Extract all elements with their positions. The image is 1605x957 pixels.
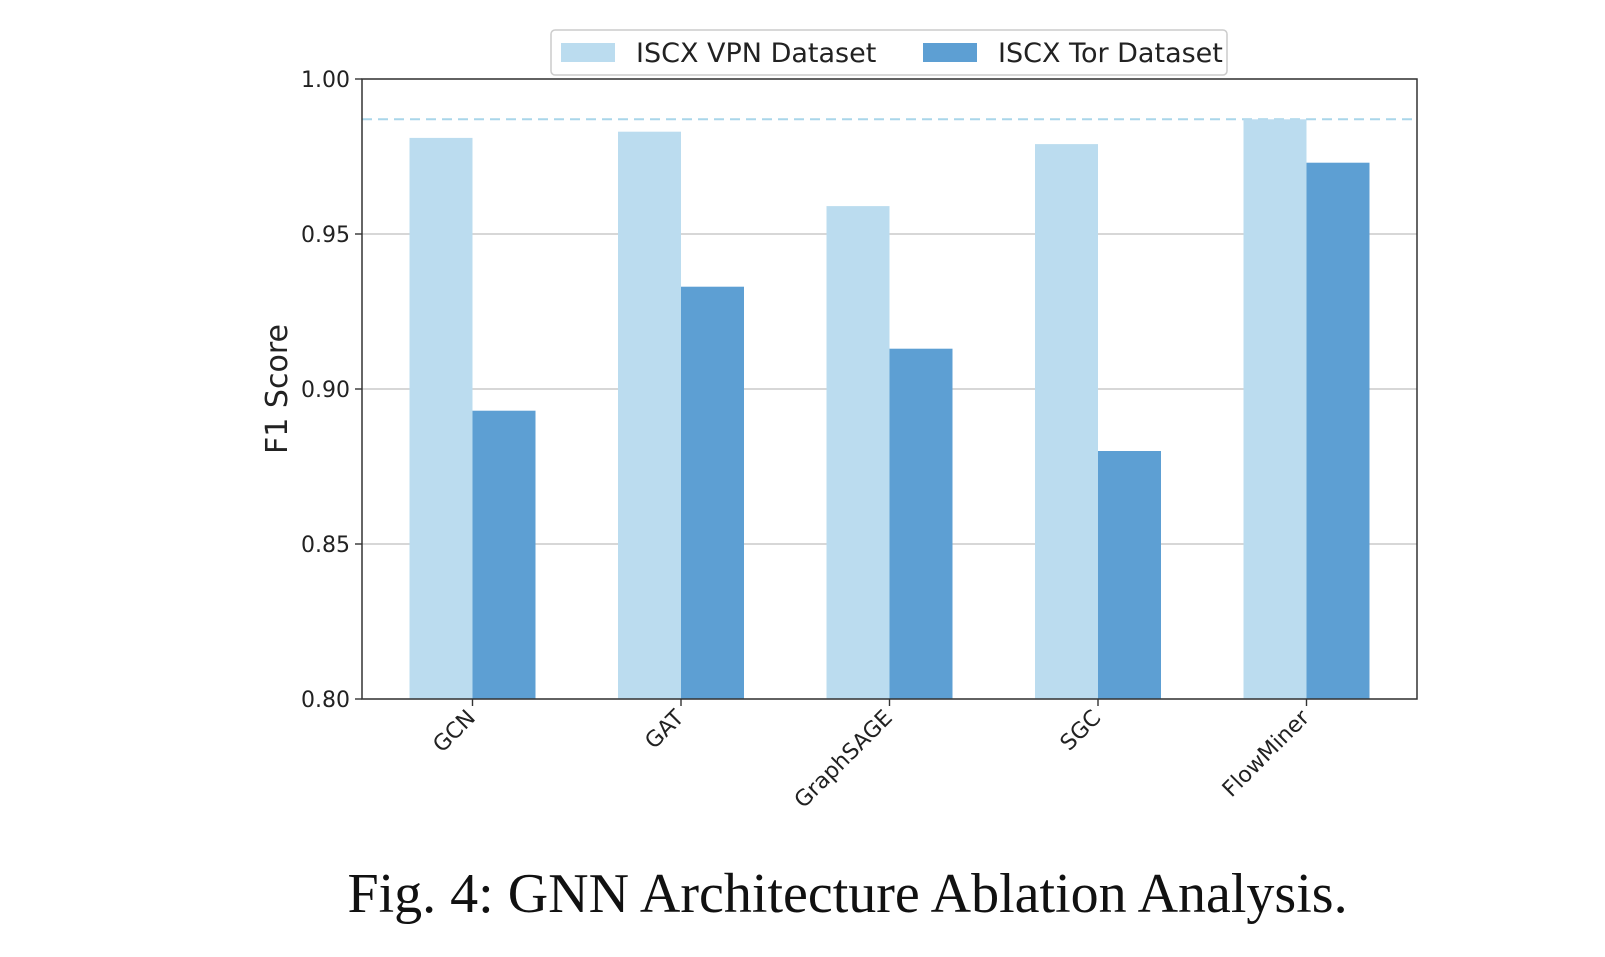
bar-gat-tor [681,286,744,699]
x-tick-label: GAT [641,705,690,754]
legend-label-vpn: ISCX VPN Dataset [636,38,876,69]
legend-box [550,29,1228,76]
bar-flowminer-tor [1306,162,1370,699]
bar-flowminer-vpn [1243,119,1307,700]
y-axis-label: F1 Score [260,324,295,454]
y-tick-label: 0.90 [301,378,350,403]
x-tick-label: GraphSAGE [790,706,898,814]
x-tick-label: GCN [429,706,481,758]
bar-gcn-tor [472,410,536,699]
bar-graphsage-vpn [826,206,890,699]
legend-label-tor: ISCX Tor Dataset [998,38,1223,69]
figure-caption: Fig. 4: GNN Architecture Ablation Analys… [347,863,1348,925]
bar-sgc-vpn [1035,144,1098,700]
y-tick-label: 0.85 [301,533,350,558]
x-tick-label: FlowMiner [1218,705,1315,802]
y-tick-label: 0.95 [301,223,350,248]
x-tick-label: SGC [1056,706,1106,756]
y-tick-label: 1.00 [301,68,350,93]
bar-sgc-tor [1098,451,1161,699]
x-axis-ticks: GCN GAT GraphSAGE SGC FlowMiner [429,699,1315,814]
legend: ISCX VPN Dataset ISCX Tor Dataset [550,29,1228,76]
y-axis-ticks: 0.80 0.85 0.90 0.95 1.00 [301,68,362,713]
bars [409,119,1370,700]
bar-chart: 0.80 0.85 0.90 0.95 1.00 GCN GAT GraphSAGE SGC F… [260,29,1418,814]
legend-swatch-vpn [561,43,615,62]
bar-graphsage-tor [889,348,953,699]
legend-swatch-tor [923,43,977,62]
bar-gat-vpn [618,131,681,699]
y-tick-label: 0.80 [301,688,350,713]
bar-gcn-vpn [409,137,473,699]
